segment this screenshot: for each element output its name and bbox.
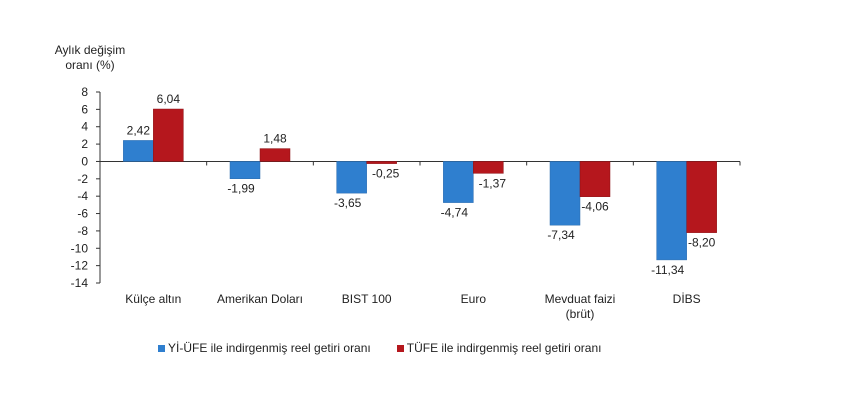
data-label: -1,37: [479, 176, 507, 190]
bar-tufe: [686, 161, 717, 233]
data-label: 6,04: [157, 92, 181, 106]
legend-label: Yİ-ÜFE ile indirgenmiş reel getiri oranı: [168, 341, 371, 355]
data-label: -11,34: [651, 263, 684, 277]
y-tick-label: -14: [71, 276, 89, 290]
data-label: 2,42: [127, 123, 151, 137]
legend-item-tufe: TÜFE ile indirgenmiş reel getiri oranı: [396, 341, 602, 355]
bar-tufe: [259, 148, 291, 162]
data-label: -4,06: [581, 200, 609, 214]
legend-swatch-blue: [158, 344, 165, 352]
x-tick-label: Külçe altın: [125, 292, 181, 306]
y-tick-label: 0: [81, 154, 88, 168]
bar-yi-ufe: [229, 161, 261, 179]
data-label: -3,65: [334, 196, 362, 210]
data-label: -1,99: [227, 182, 255, 196]
y-tick-label: -8: [77, 224, 88, 238]
bar-tufe: [579, 161, 611, 197]
data-label: -4,74: [441, 206, 469, 220]
x-tick-label: BIST 100: [342, 292, 392, 306]
legend-swatch-red: [396, 344, 404, 352]
legend: Yİ-ÜFE ile indirgenmiş reel getiri oranı…: [158, 341, 602, 355]
bar-tufe: [366, 161, 397, 164]
bar-tufe: [153, 108, 184, 162]
y-axis-label: Aylık değişim: [55, 43, 125, 57]
x-tick-label: Amerikan Doları: [217, 292, 303, 306]
x-tick-label: Euro: [461, 292, 487, 306]
data-label: -7,34: [547, 228, 575, 242]
y-tick-label: -10: [71, 241, 89, 255]
x-tick-label: DİBS: [673, 292, 701, 306]
y-axis-label: oranı (%): [65, 58, 114, 72]
y-tick-label: 6: [81, 102, 88, 116]
y-tick-label: -2: [77, 172, 88, 186]
bar-tufe: [473, 161, 504, 174]
bar-yi-ufe: [123, 140, 154, 162]
x-tick-label: (brüt): [566, 307, 595, 321]
y-tick-label: -6: [77, 207, 88, 221]
bar-yi-ufe: [656, 161, 687, 261]
y-tick-label: 8: [81, 85, 88, 99]
y-tick-label: -4: [77, 189, 88, 203]
data-label: -8,20: [688, 236, 716, 250]
x-tick-label: Mevduat faizi: [545, 292, 616, 306]
bar-yi-ufe: [336, 161, 367, 194]
y-tick-label: 4: [81, 120, 88, 134]
data-label: -0,25: [372, 167, 400, 181]
legend-item-yi-ufe: Yİ-ÜFE ile indirgenmiş reel getiri oranı: [158, 341, 371, 355]
data-label: 1,48: [263, 132, 287, 146]
bar-yi-ufe: [443, 161, 474, 203]
bar-yi-ufe: [549, 161, 581, 226]
y-tick-label: 2: [81, 137, 88, 151]
y-tick-label: -12: [71, 259, 89, 273]
legend-label: TÜFE ile indirgenmiş reel getiri oranı: [406, 341, 602, 355]
